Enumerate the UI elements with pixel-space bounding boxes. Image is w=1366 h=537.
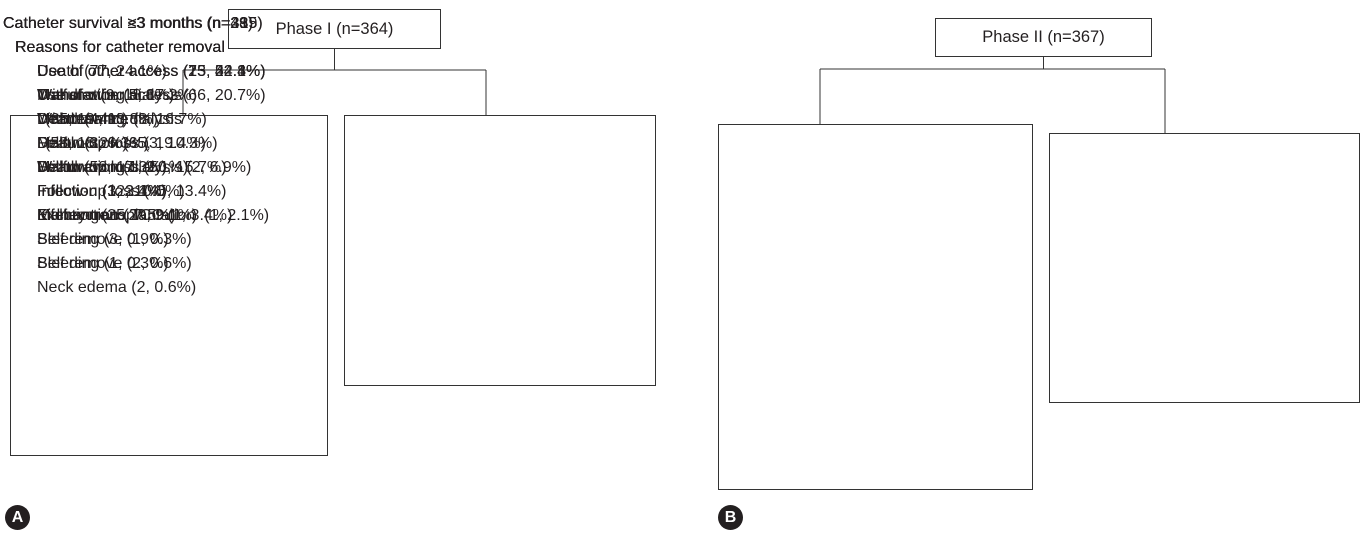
reason-item: Infection (1, 2.1%)	[37, 183, 167, 200]
reason-item: Malfunction (65, 19.4%)	[37, 135, 206, 152]
reason-item: Self remove (2, 0.6%)	[37, 255, 192, 272]
reason-item: Withdrawing dialysis	[37, 111, 182, 128]
reason-item: (58, 18.2%)	[45, 135, 128, 152]
reason-item: Withdrawing dialysis	[37, 87, 182, 104]
reason-item: Follow-up loss (50, 15.7%)	[37, 159, 227, 176]
reason-item: Use of other access (75, 22.4%)	[37, 63, 266, 80]
reason-item: Withdrawing dialysis (2, 6.9%)	[37, 159, 252, 176]
reason-item: Malfunction (29, 9.1%)	[37, 207, 198, 224]
branch-title: Catheter survival <3 months (n=319)	[3, 15, 263, 32]
reason-item: Use of other access (66, 20.7%)	[37, 87, 266, 104]
reason-item: Death (4, 13.8%)	[37, 111, 158, 128]
reason-item: Death (77, 24.1%)	[37, 63, 167, 80]
reason-item: Kidney transplantation (1, 2.1%)	[37, 207, 270, 224]
reason-item: Death (58, 17.3%)	[37, 159, 167, 176]
branch-title: Catheter survival ≥3 months (n=29)	[3, 15, 254, 32]
reason-item: Infection (32, 10.0%)	[37, 183, 185, 200]
reason-item: Self remove (1, 0.3%)	[37, 231, 192, 248]
reason-item: Exchange to TCC (1, 3.4%)	[37, 207, 233, 224]
reason-item: Neck edema (2, 0.6%)	[37, 279, 197, 296]
reason-item: Use of other access (25, 52.1%)	[37, 63, 266, 80]
reason-item: Transfer (9, 18.8%)	[37, 87, 175, 104]
reason-item: Malfunction (5, 17.2%)	[37, 87, 198, 104]
panel-label: A	[5, 505, 30, 530]
reason-item: Infection (1, 3.4%)	[37, 183, 167, 200]
reason-item: Bleeding (1, 0.3%)	[37, 255, 169, 272]
branch-box	[10, 115, 328, 456]
reasons-heading: Reasons for catheter removal	[15, 39, 225, 56]
reason-item: Bleeding (3, 0.9%)	[37, 231, 169, 248]
reason-item: Use of other access (13, 44.8%)	[37, 63, 266, 80]
reason-item: (65, 19.4%)	[45, 111, 128, 128]
root-box: Phase II (n=367)	[935, 18, 1152, 57]
reasons-heading: Reasons for catheter removal	[15, 39, 225, 56]
reasons-heading: Reasons for catheter removal	[15, 39, 225, 56]
reasons-heading: Reasons for catheter removal	[15, 39, 225, 56]
branch-box	[344, 115, 656, 386]
reason-item: Death (3, 6.3%)	[37, 135, 150, 152]
branch-box	[718, 124, 1033, 490]
reason-item: Malfunction (1, 2.1%)	[37, 159, 189, 176]
reason-item: Follow-up loss (45, 13.4%)	[37, 183, 227, 200]
reason-item: Infection (25, 7.5%)	[37, 207, 176, 224]
reason-item: Follow-up loss (3, 10.3%)	[37, 135, 218, 152]
reason-item: Maintenance (8, 16.7%)	[37, 111, 207, 128]
branch-box	[1049, 133, 1360, 403]
panel-label: B	[718, 505, 743, 530]
branch-title: Catheter survival <3 months (n=335)	[3, 15, 263, 32]
root-box: Phase I (n=364)	[228, 9, 441, 49]
branch-title: Catheter survival ≥3 months (n=48)	[3, 15, 254, 32]
